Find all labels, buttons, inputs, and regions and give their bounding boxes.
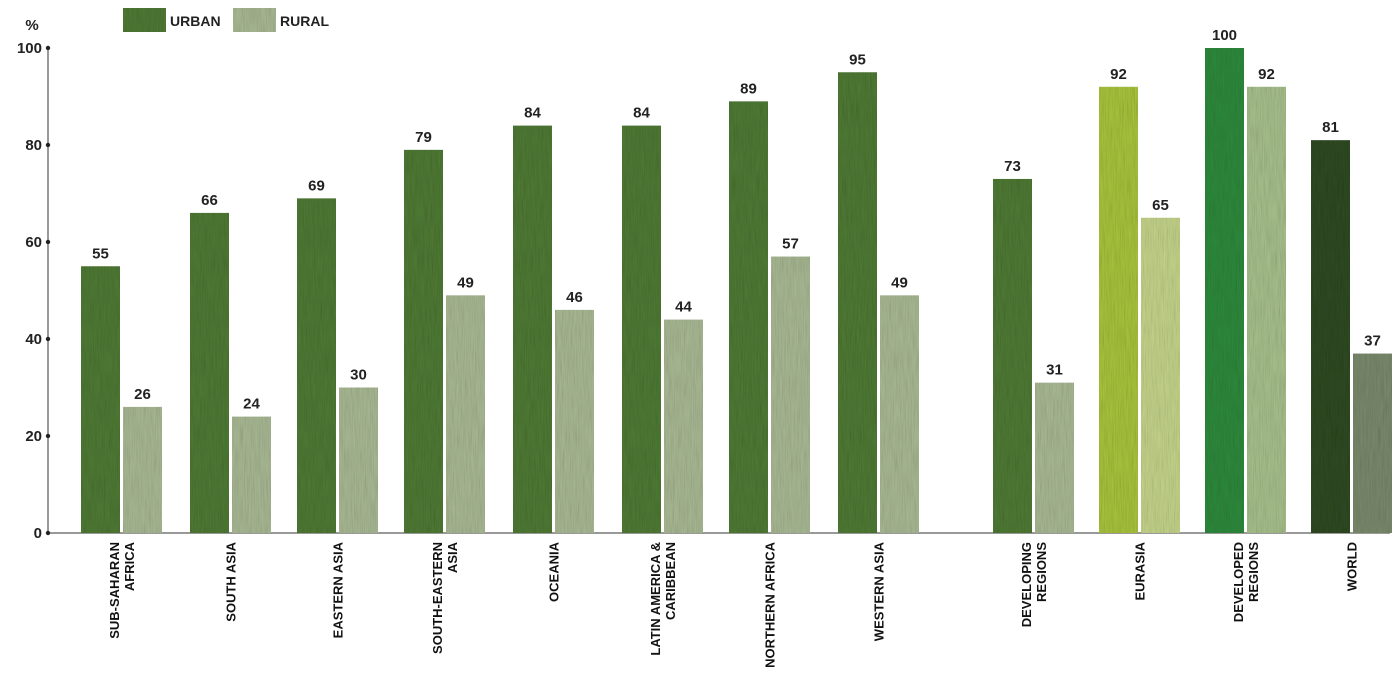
urban-bar xyxy=(297,198,336,533)
urban-bar xyxy=(838,72,877,533)
legend-swatch-urban xyxy=(123,8,166,32)
y-unit-label: % xyxy=(25,17,38,34)
x-category-label-line: CARIBBEAN xyxy=(663,542,678,620)
urban-bar xyxy=(1099,86,1138,534)
rural-value-label: 37 xyxy=(1364,333,1381,350)
rural-value-label: 57 xyxy=(782,236,799,253)
rural-bar xyxy=(446,295,485,533)
urban-value-label: 69 xyxy=(308,177,325,194)
urban-bar xyxy=(993,178,1032,533)
urban-value-label: 81 xyxy=(1322,119,1339,136)
rural-value-label: 92 xyxy=(1258,66,1275,83)
rural-bar xyxy=(232,416,271,533)
rural-bar xyxy=(339,387,378,533)
x-category-label-line: WORLD xyxy=(1345,542,1360,591)
y-tick-mark xyxy=(45,239,51,245)
y-tick-mark xyxy=(45,530,51,536)
x-category-label-line: SOUTH ASIA xyxy=(224,541,239,621)
x-category-label: WESTERN ASIA xyxy=(872,541,887,641)
rural-bar xyxy=(555,309,594,533)
y-tick-mark xyxy=(45,142,51,148)
rural-bar xyxy=(123,406,162,533)
rural-value-label: 46 xyxy=(566,289,583,306)
y-tick-label: 40 xyxy=(25,331,42,348)
rural-value-label: 49 xyxy=(457,274,474,291)
legend-swatch-rural xyxy=(233,8,276,32)
x-category-label-line: REGIONS xyxy=(1034,542,1049,602)
x-category-label-line: EURASIA xyxy=(1133,541,1148,600)
rural-bar xyxy=(880,295,919,533)
x-category-label-line: SUB-SAHARAN xyxy=(107,542,122,639)
urban-bar xyxy=(404,149,443,533)
y-tick-mark xyxy=(45,45,51,51)
legend-label-urban: URBAN xyxy=(170,13,221,29)
bars: 55 26 66 24 69 30 79 49 84 46 84 44 89 57 95 49 73 31 92 65… xyxy=(81,27,1392,534)
urban-bar xyxy=(81,266,120,533)
rural-value-label: 65 xyxy=(1152,197,1169,214)
x-category-label: EURASIA xyxy=(1133,541,1148,600)
urban-value-label: 84 xyxy=(524,105,541,122)
urban-value-label: 79 xyxy=(415,129,432,146)
rural-value-label: 44 xyxy=(675,299,692,316)
urban-bar xyxy=(729,101,768,533)
x-category-label-line: NORTHERN AFRICA xyxy=(763,541,778,668)
x-axis-labels: SUB-SAHARAN AFRICA SOUTH ASIA EASTERN ASIA S… xyxy=(107,541,1360,668)
rural-bar xyxy=(771,256,810,533)
y-tick-mark xyxy=(45,433,51,439)
y-tick-label: 80 xyxy=(25,137,42,154)
x-category-label-line: AFRICA xyxy=(122,541,137,591)
urban-value-label: 66 xyxy=(201,192,218,209)
rural-bar xyxy=(664,319,703,533)
x-category-label-line: OCEANIA xyxy=(547,541,562,602)
x-category-label: LATIN AMERICA & CARIBBEAN xyxy=(648,542,678,656)
rural-value-label: 30 xyxy=(350,367,367,384)
rural-value-label: 49 xyxy=(891,274,908,291)
x-category-label: WORLD xyxy=(1345,542,1360,591)
rural-value-label: 31 xyxy=(1046,362,1063,379)
y-tick-mark xyxy=(45,336,51,342)
x-category-label: DEVELOPING REGIONS xyxy=(1019,542,1049,628)
urban-bar xyxy=(622,125,661,533)
x-category-label: SUB-SAHARAN AFRICA xyxy=(107,541,137,638)
urban-value-label: 100 xyxy=(1212,27,1237,44)
x-category-label-line: DEVELOPING xyxy=(1019,542,1034,627)
y-tick-label: 100 xyxy=(17,40,42,57)
urban-bar xyxy=(1311,140,1350,533)
x-category-label: OCEANIA xyxy=(547,541,562,602)
y-tick-label: 20 xyxy=(25,428,42,445)
urban-value-label: 55 xyxy=(92,245,109,262)
legend-label-rural: RURAL xyxy=(280,13,329,29)
urban-value-label: 92 xyxy=(1110,66,1127,83)
rural-bar xyxy=(1247,86,1286,534)
urban-value-label: 73 xyxy=(1004,158,1021,175)
legend: URBAN RURAL xyxy=(123,8,329,32)
x-category-label: NORTHERN AFRICA xyxy=(763,541,778,668)
urban-bar xyxy=(190,212,229,533)
urban-value-label: 95 xyxy=(849,51,866,68)
y-tick-label: 0 xyxy=(34,525,42,542)
y-tick-label: 60 xyxy=(25,234,42,251)
x-category-label-line: DEVELOPED xyxy=(1231,542,1246,622)
rural-value-label: 24 xyxy=(243,396,260,413)
urban-bar xyxy=(513,125,552,533)
rural-value-label: 26 xyxy=(134,386,151,403)
rural-bar xyxy=(1141,217,1180,533)
x-category-label: SOUTH-EASTERN ASIA xyxy=(430,541,460,654)
urban-value-label: 84 xyxy=(633,105,650,122)
x-category-label-line: SOUTH-EASTERN xyxy=(430,542,445,654)
x-category-label-line: LATIN AMERICA & xyxy=(648,542,663,656)
x-category-label-line: REGIONS xyxy=(1246,542,1261,602)
x-category-label: EASTERN ASIA xyxy=(331,541,346,638)
x-category-label-line: EASTERN ASIA xyxy=(331,541,346,638)
x-category-label: SOUTH ASIA xyxy=(224,541,239,621)
urban-bar xyxy=(1205,48,1244,533)
x-category-label-line: ASIA xyxy=(445,541,460,573)
rural-bar xyxy=(1035,382,1074,533)
x-category-label-line: WESTERN ASIA xyxy=(872,541,887,641)
urban-value-label: 89 xyxy=(740,80,757,97)
x-category-label: DEVELOPED REGIONS xyxy=(1231,542,1261,623)
rural-bar xyxy=(1353,353,1392,533)
